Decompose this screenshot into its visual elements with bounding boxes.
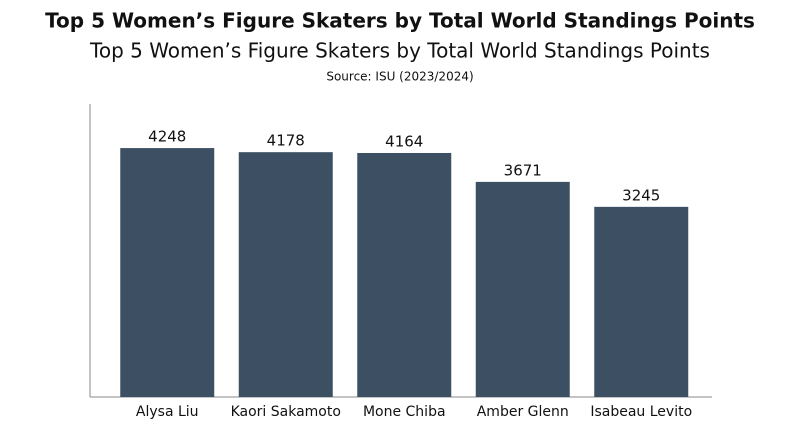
bar: [594, 206, 689, 397]
chart-title: Top 5 Women’s Figure Skaters by Total Wo…: [45, 9, 755, 33]
chart-subtitle: Top 5 Women’s Figure Skaters by Total Wo…: [89, 39, 710, 63]
x-tick-label: Kaori Sakamoto: [231, 404, 341, 420]
chart-source: Source: ISU (2023/2024): [326, 70, 473, 84]
x-tick-label: Isabeau Levito: [590, 404, 692, 420]
bar: [475, 181, 570, 397]
x-tick-label: Amber Glenn: [477, 404, 569, 420]
value-label: 4164: [385, 132, 423, 150]
x-tick-label: Mone Chiba: [363, 404, 446, 420]
bar: [120, 148, 215, 397]
value-label: 4248: [148, 128, 186, 146]
value-label: 4178: [267, 132, 305, 150]
x-tick-label: Alysa Liu: [136, 404, 199, 420]
bar: [238, 152, 333, 397]
bar: [357, 152, 452, 397]
value-label: 3245: [622, 186, 660, 204]
value-label: 3671: [504, 161, 542, 179]
